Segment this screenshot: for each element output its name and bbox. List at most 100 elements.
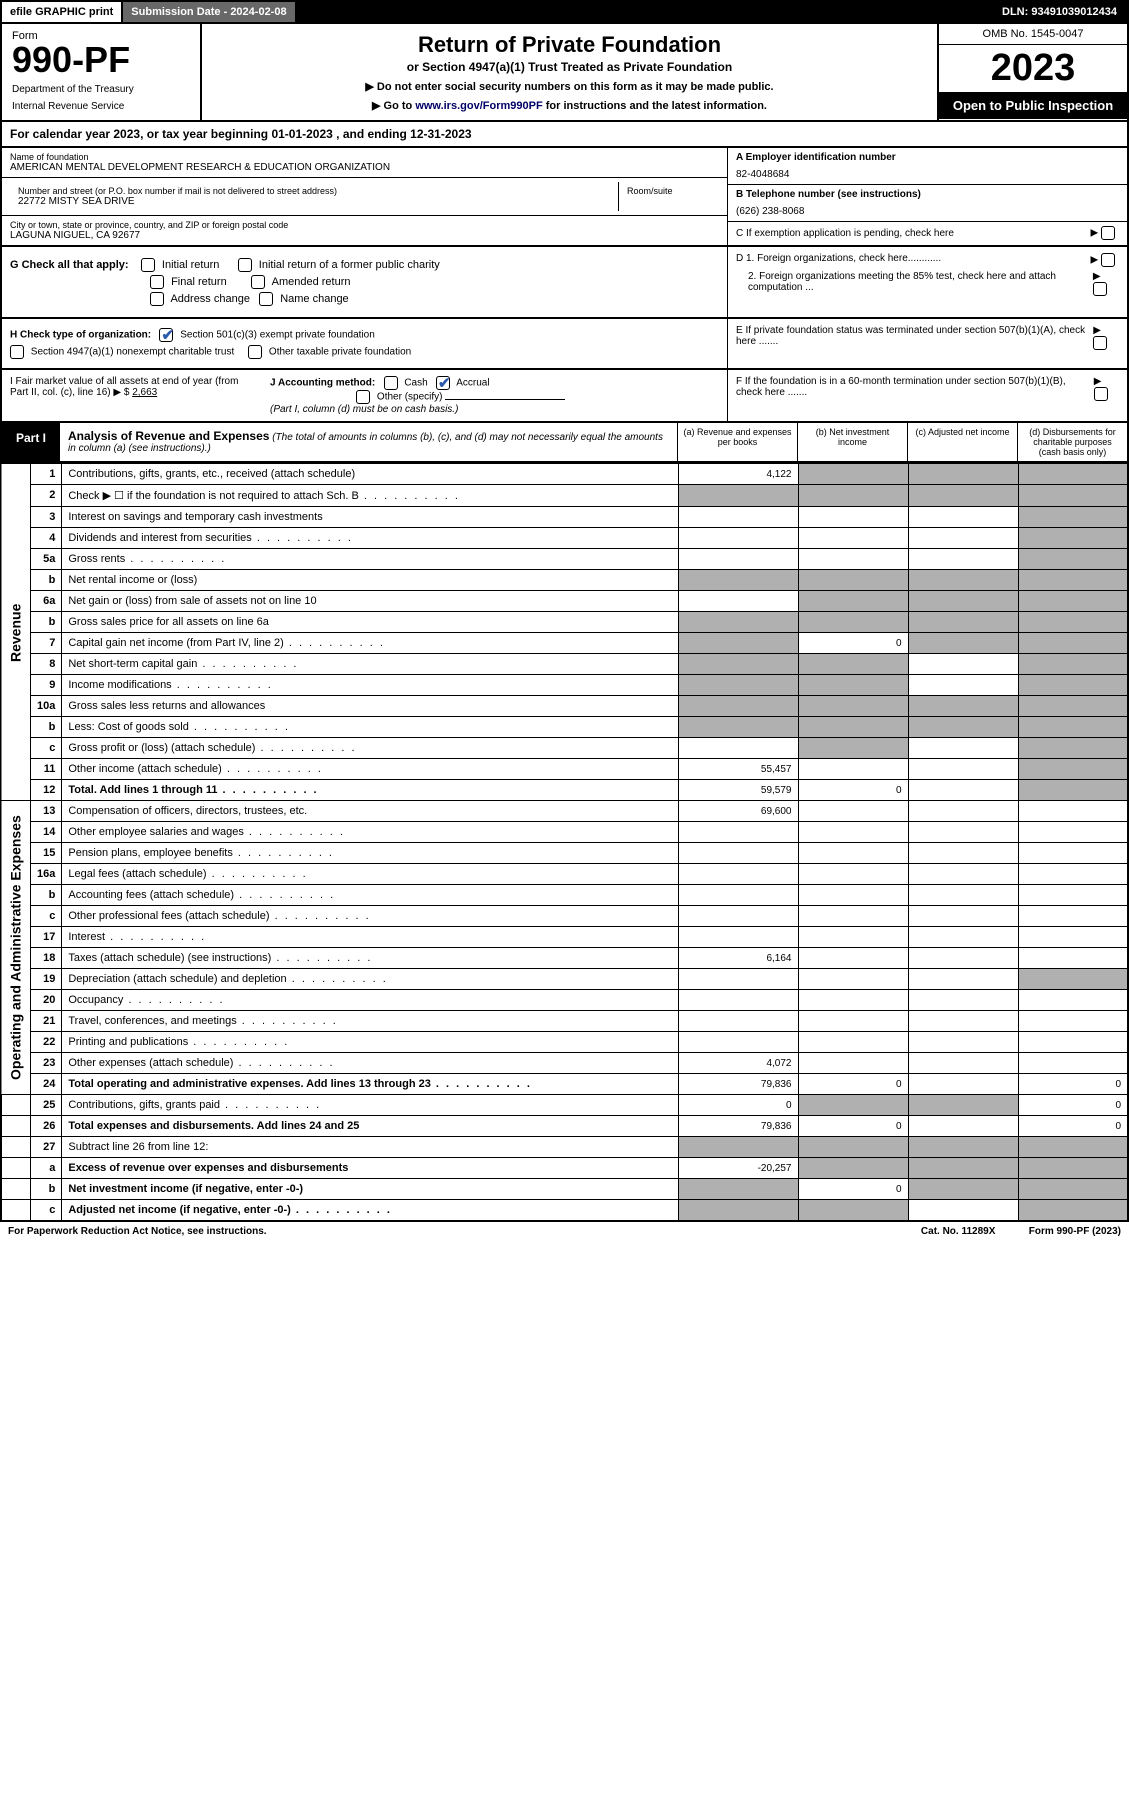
j-cash-checkbox[interactable] (384, 376, 398, 390)
amt-a: 0 (678, 1095, 798, 1116)
amt-c (908, 1158, 1018, 1179)
line-number: 18 (31, 948, 62, 969)
h-4947-checkbox[interactable] (10, 345, 24, 359)
line-desc: Capital gain net income (from Part IV, l… (62, 633, 678, 654)
i-value: 2,663 (132, 387, 157, 398)
line-number: c (31, 738, 62, 759)
i-label: I Fair market value of all assets at end… (10, 376, 238, 398)
amt-b (798, 969, 908, 990)
line-number: 3 (31, 507, 62, 528)
top-bar: efile GRAPHIC print Submission Date - 20… (0, 0, 1129, 24)
amt-d (1018, 507, 1128, 528)
line-number: 1 (31, 464, 62, 485)
amt-b: 0 (798, 633, 908, 654)
d2-checkbox[interactable] (1093, 282, 1107, 296)
amt-b (798, 822, 908, 843)
amt-b (798, 759, 908, 780)
amt-a (678, 990, 798, 1011)
amt-c (908, 507, 1018, 528)
amt-c (908, 1200, 1018, 1222)
line-desc: Travel, conferences, and meetings (62, 1011, 678, 1032)
table-row: 2Check ▶ ☐ if the foundation is not requ… (1, 485, 1128, 507)
j-accrual-checkbox[interactable] (436, 376, 450, 390)
line-desc: Contributions, gifts, grants paid (62, 1095, 678, 1116)
h-501c3-checkbox[interactable] (159, 328, 173, 342)
amt-b (798, 464, 908, 485)
amt-a: 69,600 (678, 801, 798, 822)
line-number: a (31, 1158, 62, 1179)
table-row: 24Total operating and administrative exp… (1, 1074, 1128, 1095)
col-b-header: (b) Net investment income (797, 423, 907, 461)
line-desc: Gross sales price for all assets on line… (62, 612, 678, 633)
amt-c (908, 570, 1018, 591)
amt-b (798, 1158, 908, 1179)
g-amended-checkbox[interactable] (251, 275, 265, 289)
c-checkbox[interactable] (1101, 226, 1115, 240)
table-row: 14Other employee salaries and wages (1, 822, 1128, 843)
amt-d (1018, 885, 1128, 906)
line-desc: Gross rents (62, 549, 678, 570)
amt-a (678, 485, 798, 507)
d1-checkbox[interactable] (1101, 253, 1115, 267)
table-row: bLess: Cost of goods sold (1, 717, 1128, 738)
amt-c (908, 822, 1018, 843)
g-final-checkbox[interactable] (150, 275, 164, 289)
part1-table: Revenue1Contributions, gifts, grants, et… (0, 463, 1129, 1222)
submission-date: Submission Date - 2024-02-08 (123, 2, 294, 22)
amt-a: 6,164 (678, 948, 798, 969)
amt-c (908, 654, 1018, 675)
amt-d: 0 (1018, 1074, 1128, 1095)
form-ref: Form 990-PF (2023) (1029, 1226, 1121, 1237)
line-desc: Other income (attach schedule) (62, 759, 678, 780)
amt-a (678, 906, 798, 927)
amt-a (678, 1179, 798, 1200)
line-desc: Taxes (attach schedule) (see instruction… (62, 948, 678, 969)
amt-b (798, 1032, 908, 1053)
amt-a (678, 1200, 798, 1222)
form-number: 990-PF (12, 42, 190, 78)
line-number: 15 (31, 843, 62, 864)
amt-a (678, 738, 798, 759)
line-number: 6a (31, 591, 62, 612)
h-other-checkbox[interactable] (248, 345, 262, 359)
amt-a (678, 1032, 798, 1053)
j-other-checkbox[interactable] (356, 390, 370, 404)
amt-c (908, 1011, 1018, 1032)
amt-b (798, 549, 908, 570)
e-checkbox[interactable] (1093, 336, 1107, 350)
amt-c (908, 675, 1018, 696)
amt-c (908, 885, 1018, 906)
line-number: 27 (31, 1137, 62, 1158)
amt-c (908, 1095, 1018, 1116)
city-state-zip: LAGUNA NIGUEL, CA 92677 (10, 230, 719, 241)
amt-a: 79,836 (678, 1074, 798, 1095)
amt-c (908, 528, 1018, 549)
line-desc: Excess of revenue over expenses and disb… (62, 1158, 678, 1179)
col-d-header: (d) Disbursements for charitable purpose… (1017, 423, 1127, 461)
table-row: 3Interest on savings and temporary cash … (1, 507, 1128, 528)
amt-a (678, 864, 798, 885)
g-initial-checkbox[interactable] (141, 258, 155, 272)
g-name-checkbox[interactable] (259, 292, 273, 306)
amt-b (798, 612, 908, 633)
e-label: E If private foundation status was termi… (736, 325, 1093, 362)
dept-treasury: Department of the Treasury (12, 84, 190, 95)
efile-label[interactable]: efile GRAPHIC print (2, 2, 123, 22)
amt-c (908, 801, 1018, 822)
amt-a: 4,072 (678, 1053, 798, 1074)
amt-d (1018, 464, 1128, 485)
amt-a (678, 612, 798, 633)
g-initial-former-checkbox[interactable] (238, 258, 252, 272)
irs-link[interactable]: www.irs.gov/Form990PF (415, 100, 542, 112)
amt-b (798, 570, 908, 591)
amt-c (908, 1116, 1018, 1137)
line-desc: Depreciation (attach schedule) and deple… (62, 969, 678, 990)
f-checkbox[interactable] (1094, 387, 1108, 401)
g-address-checkbox[interactable] (150, 292, 164, 306)
amt-d (1018, 822, 1128, 843)
line-number: 25 (31, 1095, 62, 1116)
table-row: 12Total. Add lines 1 through 1159,5790 (1, 780, 1128, 801)
amt-d (1018, 612, 1128, 633)
line-number: b (31, 717, 62, 738)
amt-d (1018, 528, 1128, 549)
